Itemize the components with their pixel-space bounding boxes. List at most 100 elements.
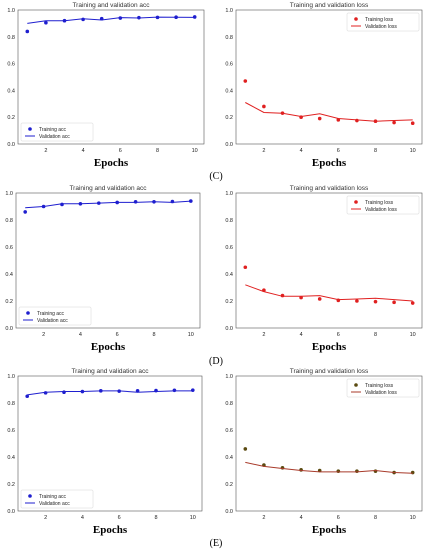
data-point — [410, 301, 415, 305]
legend-box — [20, 122, 94, 142]
y-tick-label: 0.8 — [5, 218, 13, 224]
data-point — [262, 104, 266, 109]
legend-label: Training loss — [365, 17, 394, 23]
legend-dot-swatch — [26, 311, 30, 315]
y-tick-label: 0.0 — [225, 142, 233, 148]
legend-label: Validation loss — [365, 390, 397, 396]
x-tick-label: 2 — [262, 332, 265, 338]
chart-title: Training and validation acc — [69, 185, 147, 192]
y-tick-label: 0.8 — [225, 401, 233, 407]
x-tick-label: 2 — [262, 515, 265, 521]
plot-frame — [235, 375, 423, 512]
data-point — [133, 199, 138, 204]
legend-label: Training acc — [37, 311, 65, 317]
x-tick-label: 2 — [262, 148, 265, 154]
chart-title: Training and validation loss — [290, 185, 369, 192]
x-tick-label: 4 — [81, 515, 84, 521]
legend-box — [346, 195, 420, 215]
chart-panel-5: Training and validation acc 0.0 0.2 0.4 0.6 0… — [7, 368, 203, 536]
legend-label: Validation loss — [365, 207, 397, 213]
plot-frame — [235, 192, 423, 329]
legend-box — [18, 306, 92, 326]
legend-label: Validation acc — [39, 134, 70, 140]
y-tick-label: 1.0 — [5, 191, 13, 197]
chart-title: Training and validation acc — [71, 368, 149, 375]
y-tick-label: 0.6 — [5, 245, 13, 251]
y-tick-label: 0.6 — [225, 245, 233, 251]
x-tick-label: 10 — [192, 148, 198, 154]
data-point — [243, 265, 248, 270]
data-point — [355, 299, 359, 303]
x-tick-label: 4 — [300, 332, 303, 338]
x-tick-label: 6 — [337, 332, 340, 338]
y-tick-label: 0.0 — [225, 326, 233, 332]
x-axis-label: Epochs — [94, 157, 129, 169]
x-tick-label: 4 — [82, 148, 85, 154]
x-tick-label: 8 — [374, 332, 377, 338]
x-tick-label: 10 — [190, 515, 196, 521]
x-axis-label: Epochs — [91, 341, 126, 353]
data-point — [317, 297, 322, 301]
legend-box — [346, 12, 420, 32]
x-axis-label: Epochs — [312, 341, 347, 353]
x-tick-label: 6 — [337, 515, 340, 521]
x-tick-label: 2 — [44, 515, 47, 521]
chart-panel-4: Training and validation loss 0.0 0.2 0.4 0.6… — [225, 185, 423, 353]
chart-title: Training and validation loss — [290, 2, 369, 9]
legend-label: Training acc — [39, 127, 67, 133]
data-point — [317, 116, 322, 121]
y-tick-label: 0.2 — [225, 482, 233, 488]
x-tick-label: 8 — [374, 515, 377, 521]
x-tick-label: 8 — [154, 515, 157, 521]
x-tick-label: 10 — [410, 332, 416, 338]
series-line-1 — [245, 284, 413, 302]
y-tick-label: 0.4 — [5, 272, 13, 278]
chart-title: Training and validation loss — [290, 368, 369, 375]
series-line-1 — [245, 461, 413, 474]
data-point — [81, 17, 85, 22]
x-tick-label: 6 — [119, 148, 122, 154]
x-tick-label: 10 — [188, 332, 194, 338]
legend-label: Validation acc — [37, 318, 68, 324]
y-tick-label: 0.8 — [7, 35, 15, 41]
y-tick-label: 0.2 — [7, 115, 15, 121]
legend-box — [20, 489, 94, 509]
data-point — [62, 390, 66, 395]
data-point — [336, 469, 341, 473]
plot-frame — [17, 9, 205, 145]
y-tick-label: 0.4 — [225, 455, 233, 461]
x-tick-label: 2 — [44, 148, 47, 154]
x-tick-label: 8 — [156, 148, 159, 154]
data-point — [44, 20, 48, 25]
y-tick-label: 0.8 — [7, 401, 15, 407]
chart-title: Training and validation acc — [72, 2, 150, 9]
y-tick-label: 0.4 — [225, 272, 233, 278]
x-tick-label: 6 — [116, 332, 119, 338]
y-tick-label: 0.6 — [7, 428, 15, 434]
data-point — [243, 79, 248, 83]
x-tick-label: 2 — [42, 332, 45, 338]
x-tick-label: 4 — [79, 332, 82, 338]
y-tick-label: 1.0 — [225, 374, 233, 380]
y-tick-label: 0.2 — [7, 482, 15, 488]
plot-frame — [17, 375, 203, 512]
y-tick-label: 0.2 — [5, 299, 13, 305]
x-tick-label: 8 — [152, 332, 155, 338]
legend-dot-swatch — [354, 17, 358, 21]
row-label-c: (C) — [209, 171, 222, 182]
series-line-1 — [27, 16, 195, 24]
data-point — [410, 121, 415, 126]
y-tick-label: 0.6 — [225, 62, 233, 68]
data-point — [410, 470, 415, 475]
data-point — [355, 469, 359, 473]
legend-box — [346, 378, 420, 398]
x-tick-label: 10 — [410, 515, 416, 521]
data-point — [243, 447, 248, 451]
row-label-d: (D) — [209, 356, 223, 367]
chart-panel-2: Training and validation loss 0.0 0.2 0.4 0.6… — [225, 2, 423, 169]
legend-dot-swatch — [354, 383, 358, 387]
